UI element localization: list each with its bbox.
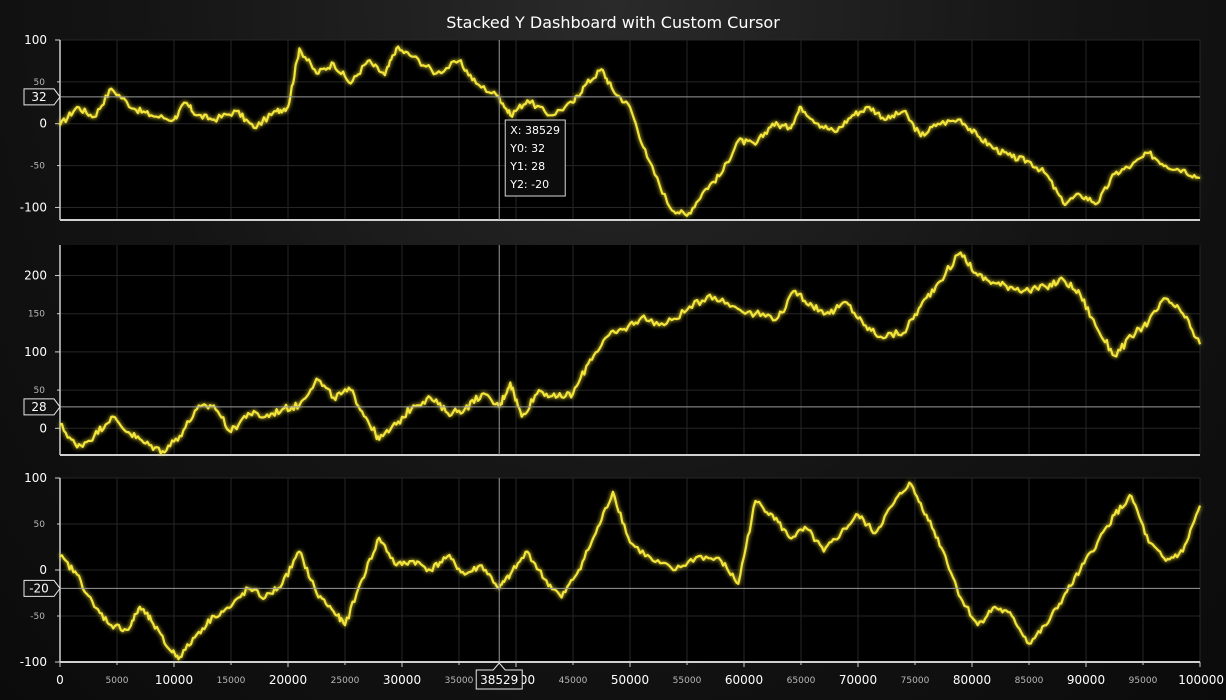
x-minor-tick-label: 95000 — [1129, 676, 1158, 686]
cursor-y-label-text: 28 — [31, 400, 46, 414]
x-minor-tick-label: 85000 — [1015, 676, 1044, 686]
y-minor-tick-label: 50 — [34, 520, 46, 530]
cursor-y-label-text: 32 — [31, 90, 46, 104]
tooltip-line: Y0: 32 — [509, 142, 545, 155]
y-tick-label: -100 — [20, 655, 47, 669]
y-tick-label: -100 — [20, 200, 47, 214]
chart-panel-1: 200 100 0 150 50 28 — [23, 245, 1202, 456]
y-tick-label: 100 — [24, 33, 47, 47]
y-minor-tick-label: -50 — [30, 162, 45, 172]
series-line-Y0 — [58, 45, 1201, 217]
y-tick-label: 200 — [24, 269, 47, 283]
y-tick-label: 100 — [24, 471, 47, 485]
x-tick-label: 20000 — [269, 673, 307, 687]
chart-panel-0: 100 0 -100 50 -50 32 — [20, 33, 1201, 221]
x-minor-tick-label: 75000 — [901, 676, 930, 686]
y-tick-label: 0 — [39, 421, 47, 435]
y-tick-label: 100 — [24, 345, 47, 359]
x-minor-tick-label: 65000 — [787, 676, 816, 686]
x-tick-label: 100000 — [1178, 673, 1224, 687]
tooltip-box — [504, 119, 566, 197]
series-line-Y1 — [59, 251, 1202, 455]
y-minor-tick-label: 150 — [28, 310, 45, 320]
x-minor-tick-label: 55000 — [673, 676, 702, 686]
y-minor-tick-label: -50 — [30, 612, 45, 622]
cursor-tooltip: X: 38529 Y0: 32 Y1: 28 Y2: -20 — [504, 119, 566, 197]
tooltip-line: Y1: 28 — [509, 160, 545, 173]
cursor-y-label: 32 — [23, 88, 61, 106]
x-tick-label: 60000 — [725, 673, 763, 687]
x-minor-tick-label: 25000 — [331, 676, 360, 686]
cursor-x-label-text: 38529 — [480, 673, 518, 687]
x-minor-tick-label: 15000 — [217, 676, 246, 686]
cursor-y-label: 28 — [23, 398, 61, 416]
y-tick-label: 0 — [39, 117, 47, 131]
cursor-y-label-text: -20 — [29, 581, 49, 595]
x-minor-tick-label: 45000 — [559, 676, 588, 686]
x-minor-tick-label: 35000 — [445, 676, 474, 686]
x-tick-label: 80000 — [953, 673, 991, 687]
y-tick-label: 0 — [39, 563, 47, 577]
cursor-y-label: -20 — [23, 579, 61, 597]
chart-title: Stacked Y Dashboard with Custom Cursor — [446, 13, 780, 32]
x-tick-label: 10000 — [155, 673, 193, 687]
x-minor-tick-label: 5000 — [106, 676, 129, 686]
y-minor-tick-label: 50 — [34, 78, 46, 88]
y-minor-tick-label: 50 — [34, 386, 46, 396]
cursor-x-label: 38529 — [475, 662, 523, 690]
x-tick-label: 30000 — [383, 673, 421, 687]
x-tick-label: 50000 — [611, 673, 649, 687]
x-tick-label: 90000 — [1067, 673, 1105, 687]
x-tick-label: 0 — [56, 673, 64, 687]
chart-panel-2: 100 0 -100 50 -50 -20 — [20, 471, 1202, 669]
tooltip-line: Y2: -20 — [509, 178, 549, 191]
tooltip-line: X: 38529 — [510, 124, 560, 137]
series-line-Y2 — [59, 481, 1202, 661]
x-tick-label: 70000 — [839, 673, 877, 687]
